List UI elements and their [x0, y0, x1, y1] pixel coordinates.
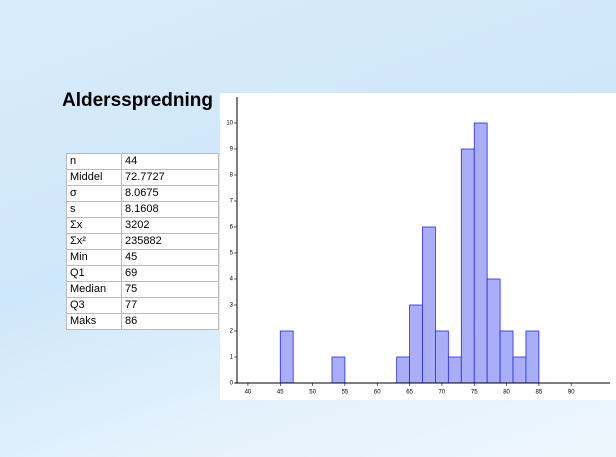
bar [499, 330, 514, 384]
y-tick-label: 8 [230, 173, 234, 179]
stat-label: Q3 [66, 297, 122, 314]
stats-row: Q1 69 [66, 265, 219, 282]
y-tick-label: 9 [230, 147, 234, 153]
bar [435, 330, 449, 384]
stat-label: Maks [66, 313, 122, 330]
bar [473, 122, 488, 384]
x-tick-label: 85 [536, 390, 543, 396]
x-tick-label: 50 [309, 390, 316, 396]
x-tick-label: 90 [568, 390, 575, 396]
y-tick-label: 10 [226, 121, 233, 127]
x-tick-label: 45 [277, 390, 284, 396]
y-tick-label: 3 [230, 303, 234, 309]
y-tick-label: 1 [230, 355, 234, 361]
stat-value: 45 [121, 249, 219, 266]
stats-table: n 44 Middel 72.7727 σ 8.0675 s 8.1608 Σx 3202 Σx² 2… [66, 153, 219, 330]
stats-row: Median 75 [66, 281, 219, 298]
y-tick-label: 4 [230, 277, 234, 283]
stat-label: Median [66, 281, 122, 298]
x-tick-label: 80 [503, 390, 510, 396]
bar [396, 356, 410, 384]
stat-label: Min [66, 249, 122, 266]
bar [512, 356, 527, 384]
x-tick-label: 70 [439, 390, 446, 396]
bar [525, 330, 540, 384]
stats-row: Maks 86 [66, 313, 219, 330]
y-tick-label: 2 [230, 329, 234, 335]
stats-row: Q3 77 [66, 297, 219, 314]
y-tick-label: 6 [230, 225, 234, 231]
stat-value: 8.1608 [121, 201, 219, 218]
x-tick-label: 55 [342, 390, 349, 396]
bar [486, 278, 501, 384]
bar [447, 356, 462, 384]
bar [422, 226, 436, 384]
slide-title: Aldersspredning [62, 90, 213, 111]
y-tick-label: 5 [230, 251, 234, 257]
x-tick-label: 60 [374, 390, 381, 396]
stats-row: Σx² 235882 [66, 233, 219, 250]
stat-value: 235882 [121, 233, 219, 250]
y-tick-label: 0 [230, 381, 234, 387]
stats-row: s 8.1608 [66, 201, 219, 218]
x-tick-label: 40 [245, 390, 252, 396]
stats-row: Min 45 [66, 249, 219, 266]
bar [331, 356, 346, 384]
bar [409, 304, 423, 384]
x-tick-label: 75 [471, 390, 478, 396]
stat-value: 86 [121, 313, 219, 330]
bar [279, 330, 294, 384]
bar [460, 148, 475, 384]
y-tick-label: 7 [230, 199, 234, 205]
x-tick-label: 65 [406, 390, 413, 396]
